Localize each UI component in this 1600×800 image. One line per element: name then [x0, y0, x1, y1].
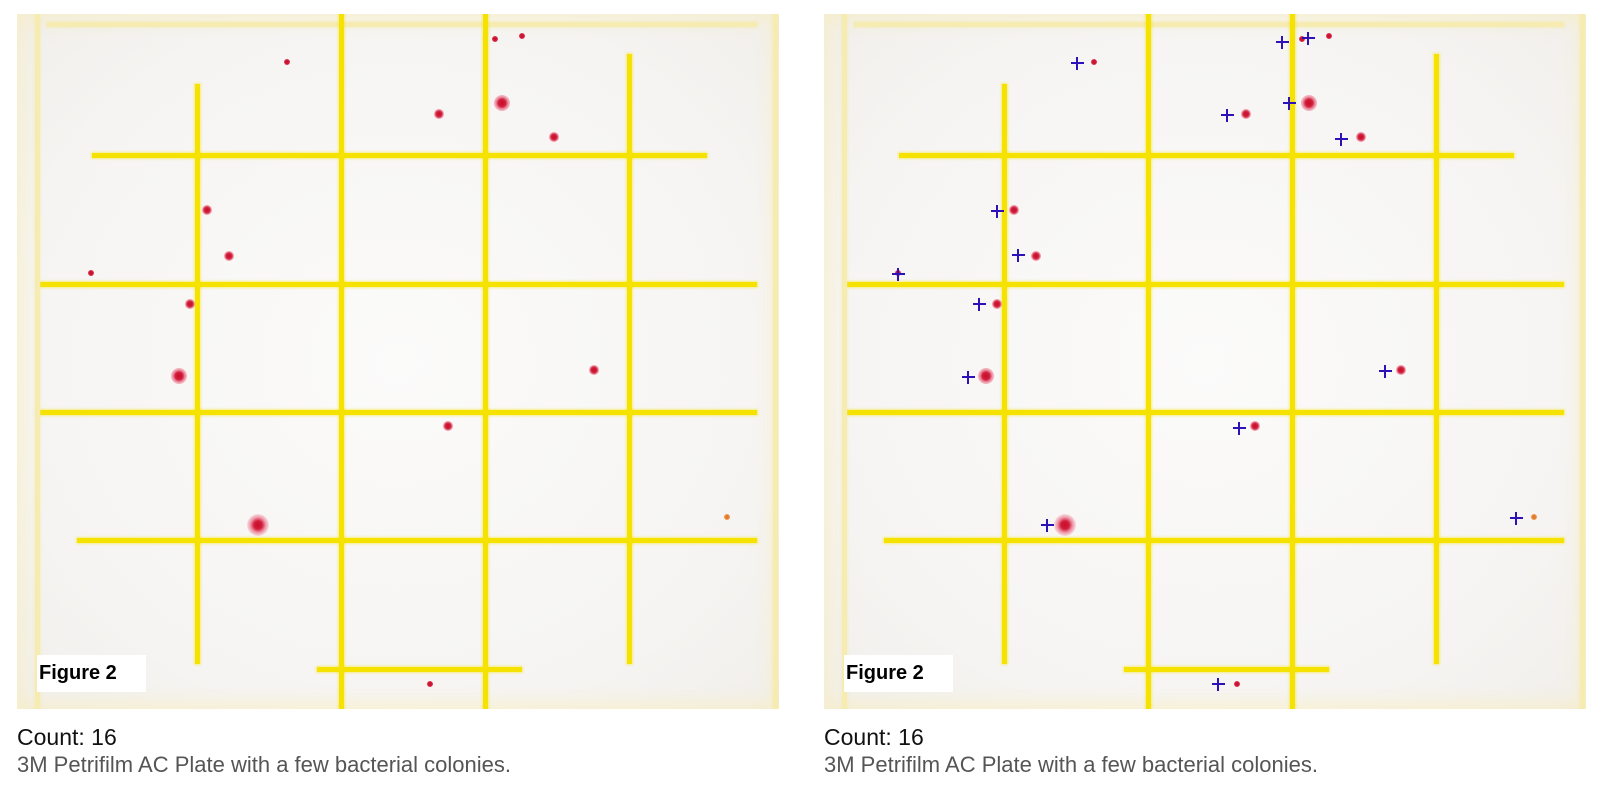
bacterial-colony — [1241, 109, 1251, 119]
colony-count-marker-icon — [1221, 109, 1234, 122]
grid-line-vertical — [1290, 14, 1295, 709]
bacterial-colony — [1091, 59, 1097, 65]
plate-caption: Count: 16 3M Petrifilm AC Plate with a f… — [824, 723, 1586, 779]
bacterial-colony — [1009, 205, 1019, 215]
grid-line-horizontal — [77, 538, 757, 543]
grid-line-horizontal — [317, 667, 522, 672]
bacterial-colony — [224, 251, 234, 261]
bacterial-colony — [589, 365, 599, 375]
colony-count-marker-icon — [1233, 422, 1246, 435]
bacterial-colony — [443, 421, 453, 431]
grid-line-horizontal — [92, 153, 707, 158]
bacterial-colony — [434, 109, 444, 119]
grid-line-horizontal — [47, 22, 757, 27]
colony-count-marker-icon — [962, 371, 975, 384]
grid-line-vertical — [842, 14, 847, 709]
bacterial-colony — [978, 368, 994, 384]
grid-line-vertical — [35, 14, 40, 709]
grid-line-horizontal — [899, 153, 1514, 158]
bacterial-colony — [992, 299, 1002, 309]
grid-line-horizontal — [1124, 667, 1329, 672]
colony-count: Count: 16 — [824, 724, 924, 750]
colony-count-marker-icon — [991, 205, 1004, 218]
grid-line-vertical — [339, 14, 344, 709]
bacterial-colony — [202, 205, 212, 215]
petrifilm-plate-annotated-image: Figure 2 — [824, 14, 1586, 709]
bacterial-colony — [519, 33, 525, 39]
bacterial-colony — [492, 36, 498, 42]
colony-count-marker-icon — [1276, 36, 1289, 49]
bacterial-colony — [1054, 514, 1076, 536]
colony-count-marker-icon — [1302, 32, 1315, 45]
right-plate-panel: Figure 2 Count: 16 3M Petrifilm AC Plate… — [824, 14, 1586, 779]
bacterial-colony — [1301, 95, 1317, 111]
bacterial-colony — [549, 132, 559, 142]
figure-label: Figure 2 — [844, 655, 953, 692]
bacterial-colony — [427, 681, 433, 687]
plate-caption: Count: 16 3M Petrifilm AC Plate with a f… — [17, 723, 779, 779]
bacterial-colony — [1031, 251, 1041, 261]
colony-count-marker-icon — [892, 268, 905, 281]
colony-count-marker-icon — [1071, 57, 1084, 70]
grid-line-vertical — [627, 54, 632, 664]
figure-label: Figure 2 — [37, 655, 146, 692]
bacterial-colony — [1234, 681, 1240, 687]
bacterial-colony — [1250, 421, 1260, 431]
grid-line-vertical — [1002, 84, 1007, 664]
grid-line-vertical — [1580, 14, 1585, 709]
colony-count-marker-icon — [1012, 249, 1025, 262]
grid-line-vertical — [1146, 14, 1151, 709]
bacterial-colony — [1356, 132, 1366, 142]
bacterial-colony — [1326, 33, 1332, 39]
plate-description: 3M Petrifilm AC Plate with a few bacteri… — [824, 752, 1318, 777]
colony-count-marker-icon — [973, 298, 986, 311]
bacterial-colony — [494, 95, 510, 111]
grid-line-horizontal — [844, 282, 1564, 287]
colony-count: Count: 16 — [17, 724, 117, 750]
colony-count-marker-icon — [1510, 512, 1523, 525]
bacterial-colony — [247, 514, 269, 536]
left-plate-panel: Figure 2 Count: 16 3M Petrifilm AC Plate… — [17, 14, 779, 779]
bacterial-colony — [171, 368, 187, 384]
petrifilm-plate-image: Figure 2 — [17, 14, 779, 709]
grid-line-vertical — [773, 14, 778, 709]
bacterial-colony — [1531, 514, 1537, 520]
grid-line-horizontal — [37, 410, 757, 415]
bacterial-colony — [1299, 36, 1305, 42]
grid-line-vertical — [483, 14, 488, 709]
grid-line-horizontal — [37, 282, 757, 287]
bacterial-colony — [284, 59, 290, 65]
bacterial-colony — [1396, 365, 1406, 375]
plate-description: 3M Petrifilm AC Plate with a few bacteri… — [17, 752, 511, 777]
colony-count-marker-icon — [1212, 678, 1225, 691]
colony-count-marker-icon — [1335, 133, 1348, 146]
grid-line-horizontal — [844, 410, 1564, 415]
grid-line-vertical — [1434, 54, 1439, 664]
grid-line-horizontal — [884, 538, 1564, 543]
colony-count-marker-icon — [1379, 365, 1392, 378]
grid-line-vertical — [195, 84, 200, 664]
grid-line-horizontal — [854, 22, 1564, 27]
colony-count-marker-icon — [1283, 97, 1296, 110]
bacterial-colony — [88, 270, 94, 276]
bacterial-colony — [724, 514, 730, 520]
colony-count-marker-icon — [1041, 519, 1054, 532]
bacterial-colony — [185, 299, 195, 309]
